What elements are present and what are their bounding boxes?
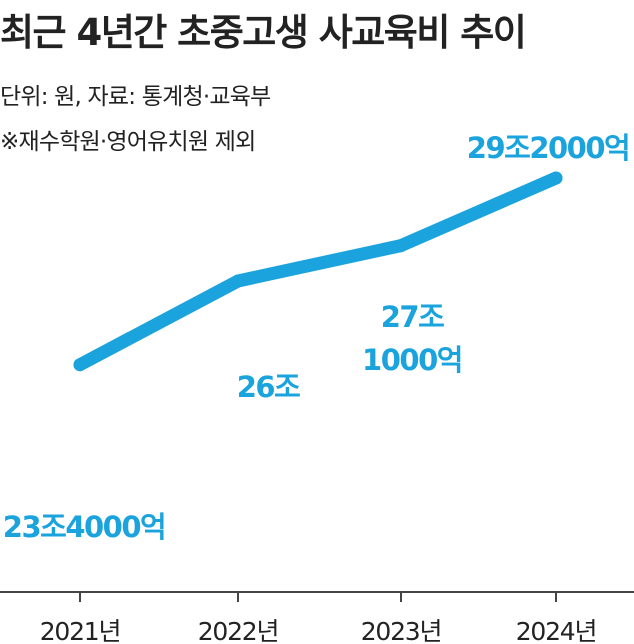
data-label: 23조4000억	[3, 510, 165, 544]
x-tick-label: 2024년	[516, 617, 597, 644]
exclusion-note: ※재수학원·영어유치원 제외	[0, 129, 256, 155]
data-point	[73, 358, 87, 372]
series-line	[73, 171, 563, 372]
data-point	[231, 274, 245, 288]
data-label: 27조	[381, 300, 444, 334]
x-tick-label: 2022년	[198, 617, 279, 644]
data-point	[549, 171, 563, 185]
x-tick-label: 2023년	[361, 617, 442, 644]
unit-source-note: 단위: 원, 자료: 통계청·교육부	[0, 84, 271, 110]
x-tick-label: 2021년	[40, 617, 121, 644]
data-label: 1000억	[362, 343, 462, 377]
data-point	[394, 239, 408, 253]
data-label: 26조	[237, 370, 300, 404]
data-label: 29조2000억	[467, 131, 629, 165]
chart-title: 최근 4년간 초중고생 사교육비 추이	[0, 11, 527, 54]
